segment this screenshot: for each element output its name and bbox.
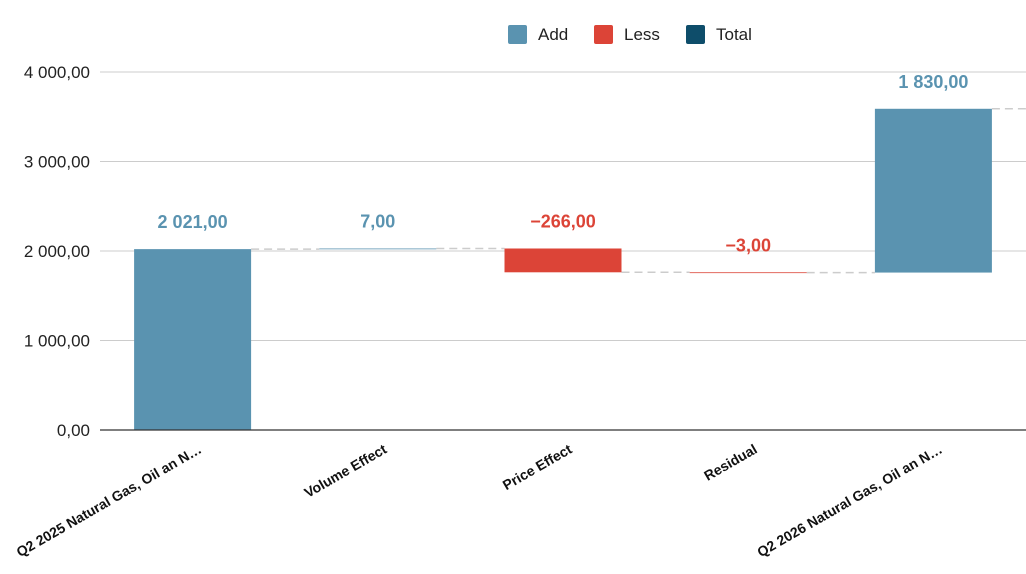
x-tick-label: Q2 2025 Natural Gas, Oil an N… bbox=[13, 441, 204, 560]
bar-2 bbox=[504, 248, 622, 273]
data-labels: 2 021,00 7,00 −266,00 −3,00 1 830,00 bbox=[158, 72, 969, 256]
y-tick-label: 2 000,00 bbox=[24, 242, 90, 261]
connector-lines bbox=[251, 108, 1026, 274]
data-label-2: −266,00 bbox=[530, 211, 596, 231]
legend-label-total: Total bbox=[716, 25, 752, 44]
bar-4 bbox=[874, 108, 992, 273]
y-tick-label: 3 000,00 bbox=[24, 153, 90, 172]
data-label-3: −3,00 bbox=[725, 235, 771, 255]
x-tick-label: Price Effect bbox=[500, 441, 575, 494]
bars bbox=[134, 108, 992, 430]
bar-3 bbox=[689, 272, 807, 274]
x-tick-label: Residual bbox=[701, 441, 760, 484]
y-tick-label: 0,00 bbox=[57, 421, 90, 440]
legend-label-less: Less bbox=[624, 25, 660, 44]
x-tick-label: Volume Effect bbox=[301, 441, 389, 501]
legend-swatch-less bbox=[594, 25, 613, 44]
data-label-0: 2 021,00 bbox=[158, 212, 228, 232]
legend-label-add: Add bbox=[538, 25, 568, 44]
legend-swatch-total bbox=[686, 25, 705, 44]
y-axis-tick-labels: 0,00 1 000,00 2 000,00 3 000,00 4 000,00 bbox=[24, 63, 90, 440]
data-label-4: 1 830,00 bbox=[898, 72, 968, 92]
y-tick-label: 4 000,00 bbox=[24, 63, 90, 82]
data-label-1: 7,00 bbox=[360, 211, 395, 231]
legend: Add Less Total bbox=[508, 25, 752, 44]
bar-0 bbox=[134, 249, 252, 430]
x-tick-label: Q2 2026 Natural Gas, Oil an N… bbox=[754, 441, 945, 560]
y-tick-label: 1 000,00 bbox=[24, 332, 90, 351]
bar-1 bbox=[319, 248, 437, 250]
x-axis-category-labels: Q2 2025 Natural Gas, Oil an N… Volume Eff… bbox=[13, 441, 944, 560]
legend-swatch-add bbox=[508, 25, 527, 44]
gridlines bbox=[100, 71, 1026, 341]
